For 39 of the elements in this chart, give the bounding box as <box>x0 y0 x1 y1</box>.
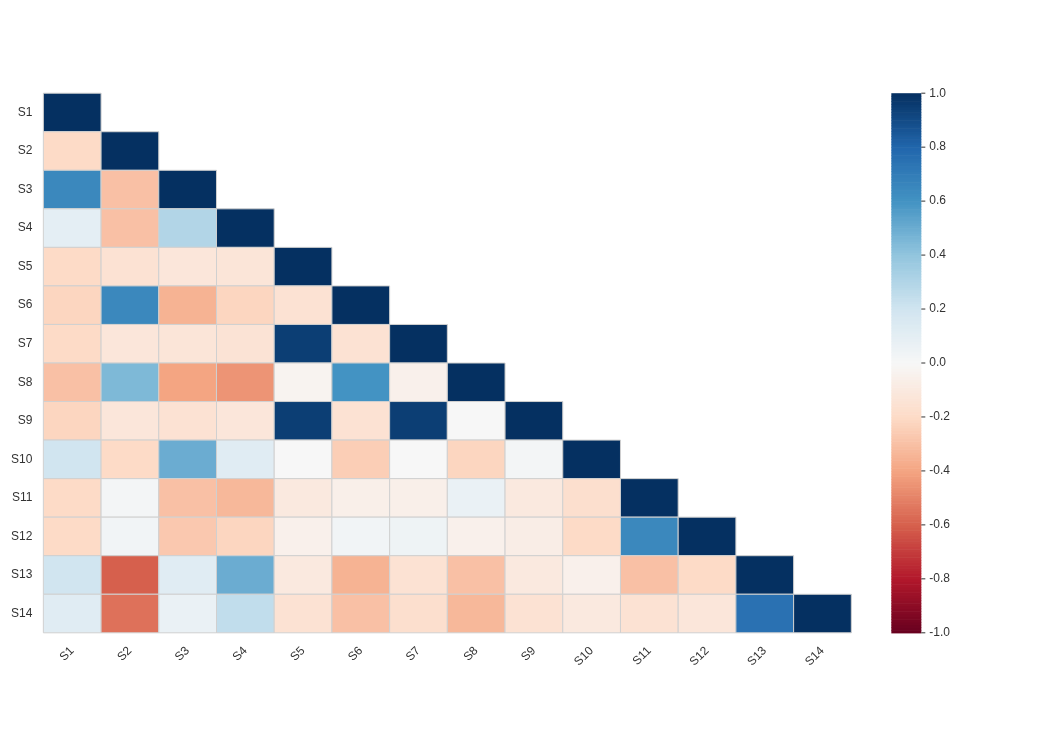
y-tick-label: S8 <box>17 374 33 389</box>
y-tick-label: S12 <box>10 528 33 543</box>
x-tick-label: S3 <box>171 643 193 664</box>
x-tick-label: S11 <box>629 643 655 668</box>
x-tick-label: S9 <box>518 643 539 664</box>
x-tick-label: S12 <box>686 643 712 669</box>
x-tick-label: S1 <box>56 643 77 664</box>
x-tick-label: S13 <box>744 643 770 669</box>
color-bar-label: 0.4 <box>929 247 947 262</box>
y-tick-label: S13 <box>10 567 33 582</box>
x-tick-label: S7 <box>402 643 424 664</box>
x-tick-label: S6 <box>344 643 366 664</box>
y-tick-label: S6 <box>17 297 33 312</box>
y-tick-label: S7 <box>17 336 33 351</box>
color-bar-label: 0.2 <box>929 301 947 316</box>
color-bar-label: 0.0 <box>929 355 947 370</box>
y-tick-label: S5 <box>17 258 33 273</box>
y-tick-label: S10 <box>10 451 33 466</box>
x-tick-label: S14 <box>801 643 828 669</box>
x-tick-label: S2 <box>114 643 135 664</box>
y-tick-label: S2 <box>17 143 33 158</box>
y-tick-label: S3 <box>17 181 33 196</box>
x-tick-label: S4 <box>229 643 251 664</box>
color-bar-label: 0.6 <box>929 193 947 208</box>
color-bar-label: -0.6 <box>929 517 951 532</box>
color-bar-label: 0.8 <box>929 139 947 154</box>
y-tick-label: S11 <box>11 490 33 505</box>
color-bar-label: -0.2 <box>929 409 951 424</box>
y-tick-label: S4 <box>17 220 33 235</box>
color-bar-label: -0.8 <box>929 571 951 586</box>
y-tick-label: S1 <box>17 104 33 119</box>
y-tick-label: S9 <box>17 413 33 428</box>
x-tick-label: S5 <box>287 643 308 664</box>
color-bar-label: 1.0 <box>929 85 947 100</box>
y-tick-label: S14 <box>10 605 33 620</box>
x-tick-label: S10 <box>571 643 597 669</box>
x-tick-label: S8 <box>460 643 481 664</box>
color-bar-label: -0.4 <box>929 463 951 478</box>
color-bar-label: -1.0 <box>929 625 951 640</box>
